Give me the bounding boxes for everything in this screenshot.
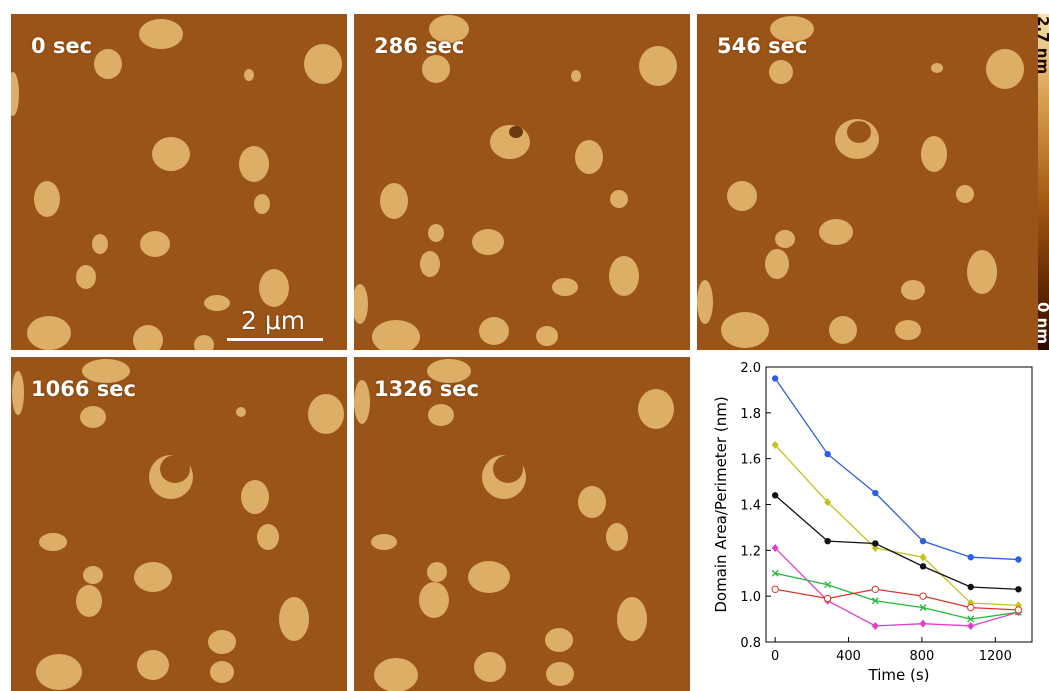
afm-image [11,357,347,691]
data-point [1015,586,1022,593]
x-tick-label: 400 [836,649,861,664]
afm-panel-1: 286 sec [354,14,690,350]
data-point [967,603,975,612]
time-label: 286 sec [374,34,465,58]
afm-panel-3: 1066 sec [11,357,347,691]
data-point [771,544,779,553]
series-line-2 [774,494,1019,590]
y-tick-label: 1.4 [740,499,761,514]
data-point [967,599,975,608]
data-point [1014,606,1023,614]
afm-panel-0: 0 sec 2 μm [11,14,347,350]
x-tick-label: 800 [910,649,935,664]
time-label: 1326 sec [374,377,479,401]
data-point [824,498,832,507]
data-point [771,492,779,499]
series-line-1 [774,444,1019,606]
data-point [872,489,879,497]
data-point [872,540,879,547]
data-point [824,537,831,545]
data-point [919,604,927,612]
data-point [771,440,779,449]
y-tick-label: 1.0 [740,590,761,605]
data-point [871,597,879,605]
data-point [771,375,779,382]
time-label: 546 sec [717,34,808,58]
area-perimeter-chart: 0.8 1.0 1.2 1.4 1.6 1.8 2.0 0 400 800 1200 Time (s)… [712,361,1033,684]
plot-frame [765,366,1033,643]
afm-panel-2: 546 sec [697,14,1038,350]
afm-image [697,14,1038,350]
data-point [871,585,880,593]
y-tick-label: 0.8 [740,636,761,651]
data-point [1015,556,1022,563]
data-point [919,537,927,545]
data-point [771,585,779,593]
data-point [967,583,974,591]
series-line-3 [774,547,1019,627]
data-point [824,581,832,589]
afm-image [354,14,690,350]
afm-panel-4: 1326 sec [354,357,690,691]
y-tick-label: 1.8 [740,407,761,422]
series-line-4 [775,572,1019,620]
data-point [967,615,975,623]
y-tick-label: 2.0 [740,361,761,376]
data-point [919,553,927,562]
x-axis-label: Time (s) [868,666,930,684]
data-point [823,594,832,603]
y-tick-label: 1.2 [740,544,761,559]
height-colorbar: 2.7 nm 0 nm [1034,14,1049,350]
time-label: 1066 sec [31,377,136,401]
y-axis-label: Domain Area/Perimeter (nm) [712,396,730,612]
data-point [967,554,974,561]
afm-image [354,357,690,691]
series-line-0 [774,378,1019,561]
scale-bar-line [227,338,323,341]
x-tick-label: 0 [771,649,779,664]
scale-bar-label: 2 μm [241,306,306,335]
series-line-5 [775,588,1019,611]
data-point [824,450,831,458]
data-point [967,621,975,630]
data-point [919,592,927,600]
y-tick-label: 1.6 [740,453,761,468]
afm-image [11,14,347,350]
data-point [919,563,927,570]
data-point [771,569,779,577]
time-label: 0 sec [31,34,93,58]
x-tick-label: 1200 [979,649,1012,664]
colorbar-bottom-label: 0 nm [1034,302,1049,344]
colorbar-top-label: 2.7 nm [1034,16,1049,75]
data-point [871,621,879,630]
scale-bar: 2 μm [227,306,327,346]
data-point [919,619,927,628]
